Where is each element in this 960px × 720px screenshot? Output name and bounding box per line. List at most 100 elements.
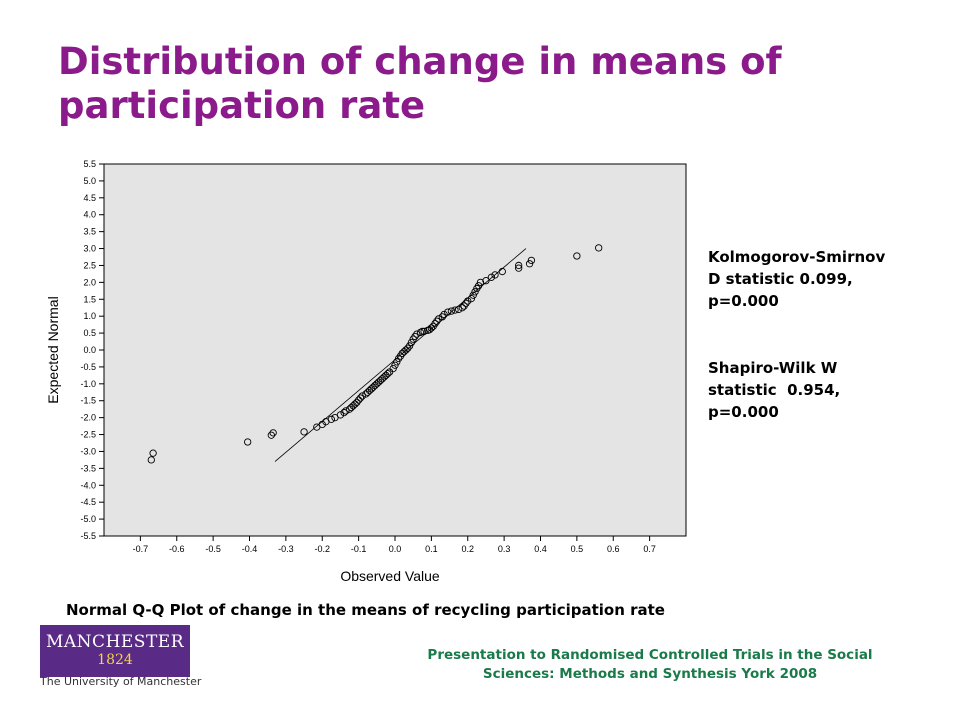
- data-point: [402, 346, 410, 354]
- data-point: [405, 342, 414, 350]
- data-point: [411, 332, 419, 341]
- data-point: [487, 273, 496, 281]
- data-point: [438, 313, 446, 321]
- x-tick-label: 0.4: [534, 544, 547, 554]
- sw-line-3: p=0.000: [708, 403, 779, 421]
- data-point: [447, 307, 456, 315]
- data-point: [340, 408, 348, 417]
- data-point: [458, 304, 466, 312]
- ks-test-result: Kolmogorov-Smirnov D statistic 0.099, p=…: [708, 246, 948, 312]
- y-tick-label: -4.0: [80, 480, 96, 490]
- data-point: [356, 394, 365, 402]
- slide-title: Distribution of change in means of parti…: [58, 40, 782, 127]
- data-point: [491, 271, 499, 279]
- y-tick-label: -3.0: [80, 446, 96, 456]
- x-tick-label: 0.7: [643, 544, 656, 554]
- data-point: [433, 317, 441, 325]
- data-point: [342, 407, 350, 415]
- x-tick-label: 0.6: [607, 544, 620, 554]
- data-point: [573, 252, 581, 260]
- ks-line-2: D statistic 0.099,: [708, 270, 853, 288]
- data-point: [358, 392, 366, 400]
- data-point: [475, 282, 483, 290]
- y-tick-label: -5.0: [80, 514, 96, 524]
- y-tick-label: 1.0: [83, 311, 96, 321]
- ks-line-1: Kolmogorov-Smirnov: [708, 248, 886, 266]
- x-tick-label: 0.5: [571, 544, 584, 554]
- data-point: [451, 306, 459, 314]
- footer-line-1: Presentation to Randomised Controlled Tr…: [427, 647, 873, 663]
- logo-badge: MANCHESTER 1824: [40, 625, 190, 677]
- y-tick-label: -5.5: [80, 531, 96, 541]
- ks-line-3: p=0.000: [708, 292, 779, 310]
- y-tick-label: 5.0: [83, 176, 96, 186]
- data-point: [427, 324, 436, 332]
- university-logo: MANCHESTER 1824 The University of Manche…: [28, 612, 208, 700]
- y-tick-label: 0.0: [83, 345, 96, 355]
- y-tick-label: -0.5: [80, 362, 96, 372]
- data-point: [353, 398, 361, 407]
- sw-line-2: statistic 0.954,: [708, 381, 841, 399]
- data-point: [471, 288, 479, 296]
- y-tick-label: 3.0: [83, 244, 96, 254]
- data-point: [318, 420, 326, 429]
- y-tick-label: -4.5: [80, 497, 96, 507]
- data-point: [431, 319, 439, 328]
- data-point: [391, 361, 399, 369]
- y-tick-label: 5.5: [83, 159, 96, 169]
- y-axis-label: Expected Normal: [45, 296, 61, 403]
- data-point: [269, 429, 277, 437]
- plot-area: [103, 163, 687, 537]
- x-tick-label: 0.1: [425, 544, 438, 554]
- data-point: [384, 370, 392, 378]
- logo-year: 1824: [97, 652, 133, 668]
- x-tick-label: -0.6: [169, 544, 185, 554]
- data-point: [244, 438, 252, 446]
- x-tick-label: -0.5: [205, 544, 221, 554]
- data-point: [336, 411, 345, 419]
- x-tick-label: 0.0: [389, 544, 402, 554]
- data-point: [354, 396, 363, 404]
- data-point: [515, 264, 523, 272]
- data-point: [525, 260, 534, 268]
- data-point: [300, 428, 308, 436]
- x-tick-label: 0.3: [498, 544, 511, 554]
- data-point: [515, 261, 523, 270]
- x-axis-label: Observed Value: [340, 568, 440, 584]
- x-tick-label: 0.2: [461, 544, 474, 554]
- logo-subtitle: The University of Manchester: [40, 675, 202, 688]
- reference-line: [274, 248, 527, 462]
- footer-line-2: Sciences: Methods and Synthesis York 200…: [482, 666, 818, 682]
- y-tick-label: 2.5: [83, 260, 96, 270]
- y-tick-label: 3.5: [83, 227, 96, 237]
- y-tick-label: 4.0: [83, 210, 96, 220]
- data-point: [327, 415, 335, 423]
- data-point: [416, 328, 425, 337]
- footer-citation: Presentation to Randomised Controlled Tr…: [370, 646, 930, 684]
- data-point: [149, 449, 157, 457]
- data-point: [476, 278, 485, 287]
- data-point: [595, 244, 603, 252]
- data-point: [393, 358, 401, 366]
- data-point: [420, 327, 428, 336]
- x-tick-label: -0.3: [278, 544, 294, 554]
- data-point: [464, 297, 472, 305]
- data-point: [418, 327, 426, 336]
- data-point: [462, 299, 470, 307]
- data-point: [394, 354, 403, 363]
- sw-test-result: Shapiro-Wilk W statistic 0.954, p=0.000: [708, 357, 948, 423]
- y-tick-label: -2.5: [80, 430, 96, 440]
- sw-line-1: Shapiro-Wilk W: [708, 359, 838, 377]
- qq-plot: 5.5 5.0 4.5 4.0 3.5 3.0 2.5 2.0 1.5 1.0 0.5 0.0 -0.5…: [45, 159, 687, 584]
- data-point: [147, 456, 155, 464]
- y-tick-label: -1.5: [80, 396, 96, 406]
- data-point: [444, 308, 452, 316]
- data-point: [467, 294, 476, 303]
- data-point: [351, 400, 359, 408]
- y-tick-label: -2.0: [80, 413, 96, 423]
- data-point: [267, 431, 275, 439]
- x-tick-label: -0.7: [133, 544, 149, 554]
- data-point: [440, 310, 448, 319]
- y-tick-label: 0.5: [83, 328, 96, 338]
- y-tick-label: 2.0: [83, 277, 96, 287]
